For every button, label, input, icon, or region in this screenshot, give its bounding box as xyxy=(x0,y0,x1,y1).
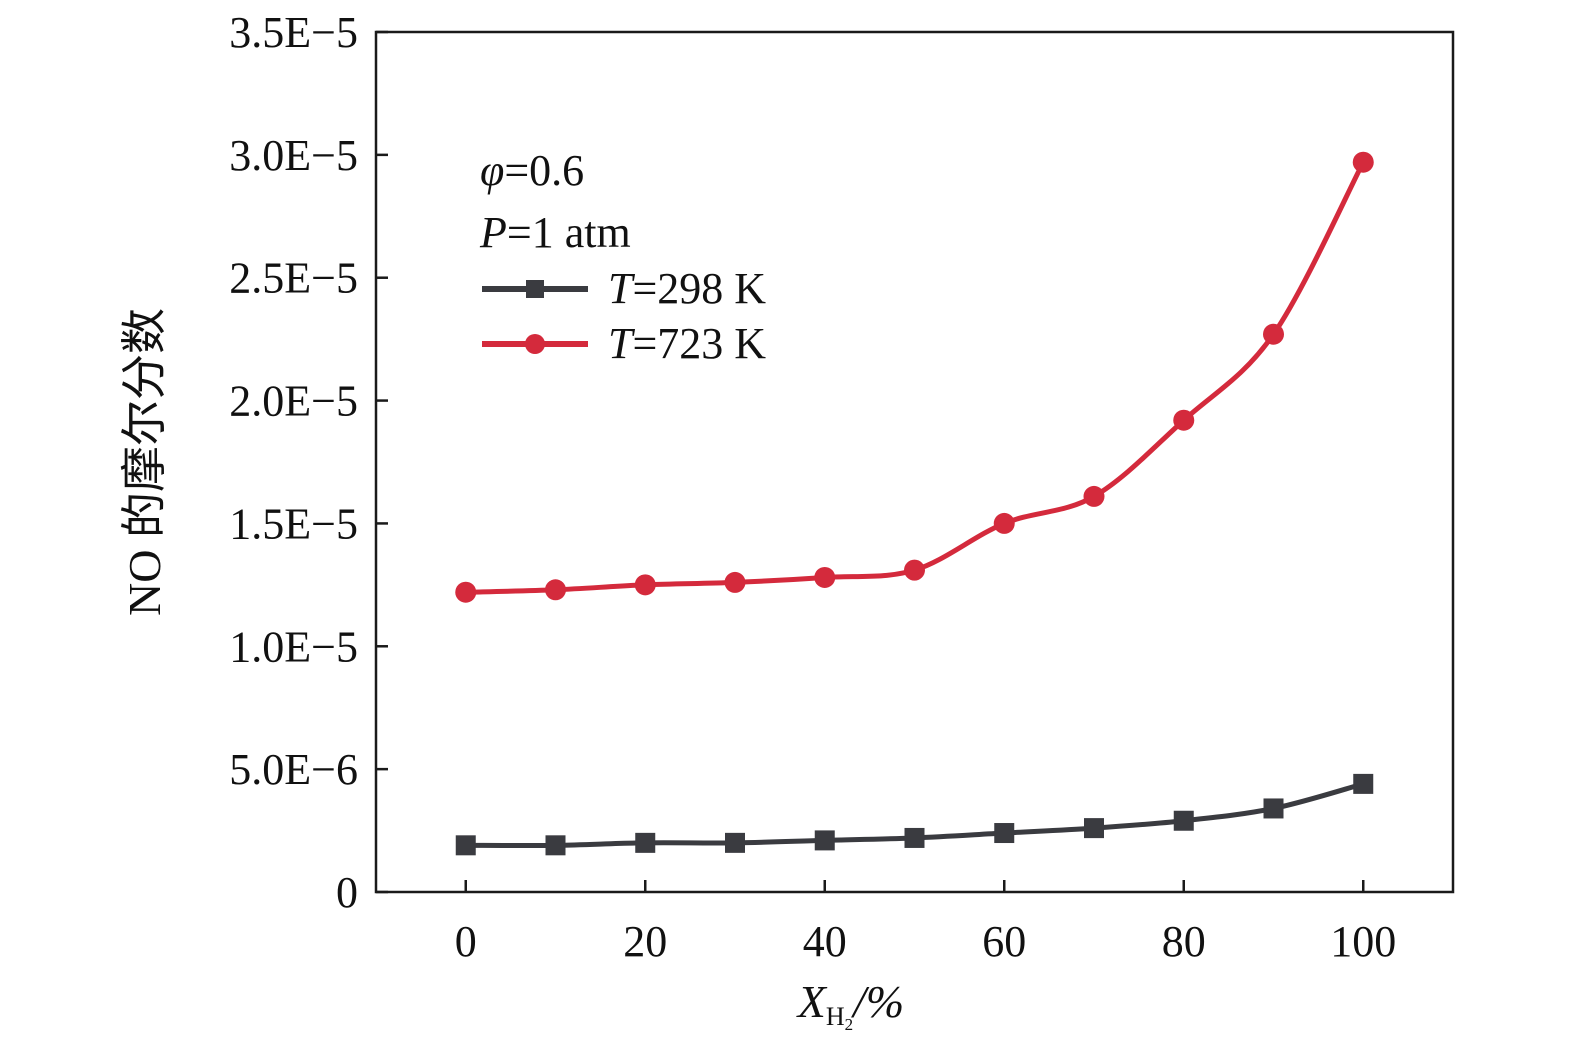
legend-label-723K: T=723 K xyxy=(608,319,766,368)
series-1-point-4 xyxy=(814,566,836,588)
x-tick-label-2: 40 xyxy=(803,917,847,966)
series-1-point-3 xyxy=(724,571,746,593)
series-1-point-0 xyxy=(455,581,477,603)
series-0-point-7 xyxy=(1084,818,1104,839)
series-0-point-5 xyxy=(904,827,925,848)
series-0-point-4 xyxy=(814,830,835,851)
legend-marker-723K xyxy=(525,334,545,354)
x-tick-label-4: 80 xyxy=(1162,917,1206,966)
y-axis-title: NO 的摩尔分数 xyxy=(119,308,170,616)
x-tick-label-1: 20 xyxy=(623,917,667,966)
x-tick-label-0: 0 xyxy=(455,917,477,966)
x-tick-label-3: 60 xyxy=(982,917,1026,966)
y-tick-label-5: 2.5E−5 xyxy=(229,254,358,303)
series-1-point-10 xyxy=(1352,151,1374,173)
y-tick-label-0: 0 xyxy=(336,868,358,917)
series-0-point-6 xyxy=(994,823,1015,844)
series-0-point-3 xyxy=(725,832,745,853)
series-1-point-9 xyxy=(1263,323,1284,345)
y-tick-label-6: 3.0E−5 xyxy=(229,131,358,180)
legend-item-298K: T=298 K xyxy=(482,264,766,313)
series-1-point-1 xyxy=(545,579,566,601)
legend-label-298K: T=298 K xyxy=(608,264,766,313)
annotation-phi: φ=0.6 xyxy=(480,146,584,195)
series-0-point-0 xyxy=(455,835,476,856)
series-0-point-2 xyxy=(635,832,656,853)
series-0-point-1 xyxy=(545,835,566,856)
y-axis: 0 5.0E−6 1.0E−5 1.5E−5 2.0E−5 2.5E−5 3.0E−5 3.5… xyxy=(229,8,388,917)
series-1-point-2 xyxy=(634,574,656,596)
y-tick-label-4: 2.0E−5 xyxy=(229,377,358,426)
series-1-point-8 xyxy=(1173,409,1195,431)
series-0-point-10 xyxy=(1353,773,1374,794)
y-tick-label-2: 1.0E−5 xyxy=(229,622,358,671)
series-1-point-6 xyxy=(993,512,1015,534)
y-tick-label-3: 1.5E−5 xyxy=(229,499,358,548)
x-axis: 0 20 40 60 80 100 xyxy=(455,880,1396,966)
series-0-point-8 xyxy=(1173,810,1194,831)
series-0-point-9 xyxy=(1263,798,1284,819)
x-axis-title: XH2/% xyxy=(796,976,905,1034)
x-tick-label-5: 100 xyxy=(1330,917,1396,966)
y-tick-label-7: 3.5E−5 xyxy=(229,8,358,57)
legend-marker-298K xyxy=(526,280,544,298)
y-tick-label-1: 5.0E−6 xyxy=(229,745,358,794)
series-layer xyxy=(455,151,1374,856)
annotation-pressure: P=1 atm xyxy=(479,208,631,257)
series-1-point-7 xyxy=(1083,485,1105,507)
series-1-point-5 xyxy=(904,559,925,581)
legend-item-723K: T=723 K xyxy=(482,319,766,368)
plot-frame xyxy=(374,30,1455,894)
series-line-1 xyxy=(465,161,1366,595)
legend: T=298 K T=723 K xyxy=(482,264,766,368)
